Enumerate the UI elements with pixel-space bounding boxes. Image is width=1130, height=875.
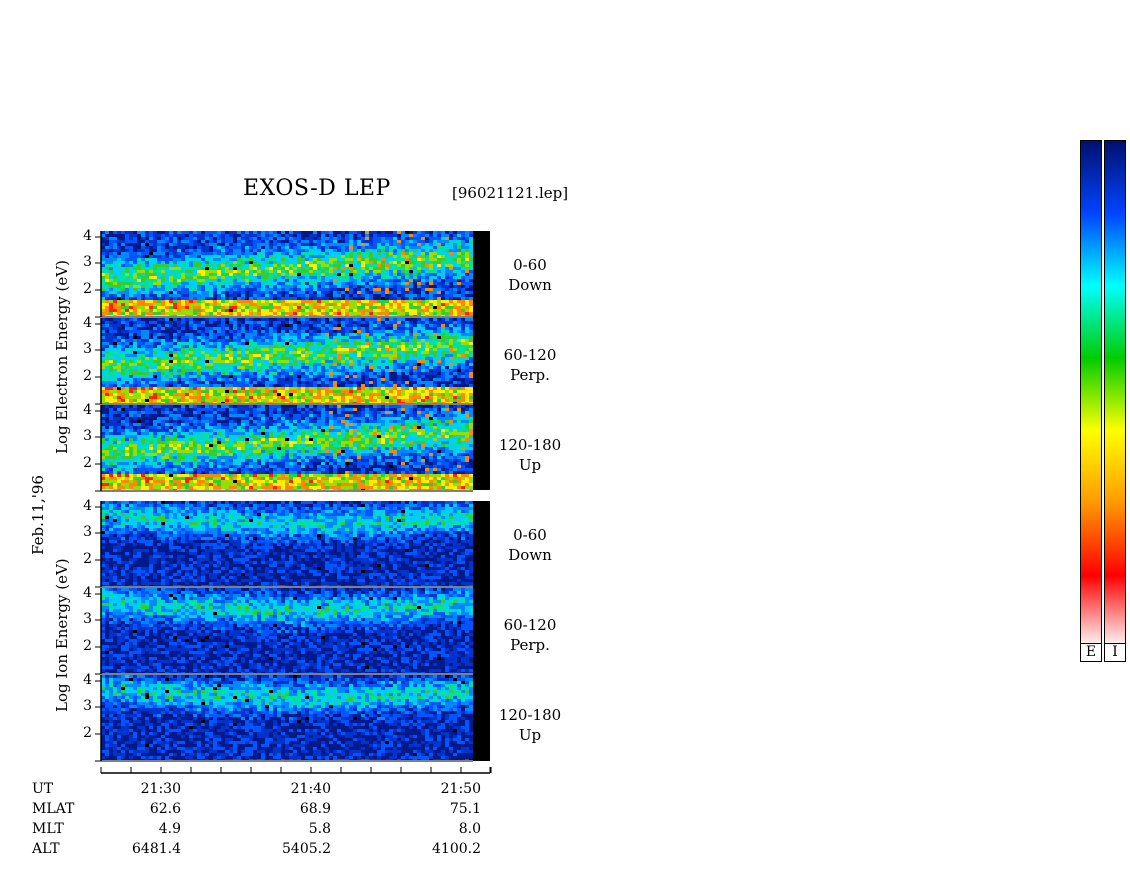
ion-panel-down <box>101 501 473 586</box>
colorbar-ion <box>1104 140 1126 649</box>
spectrogram-image <box>101 588 473 673</box>
alt-label: ALT <box>32 841 60 857</box>
spectrogram-image <box>101 675 473 760</box>
y-tick-label: 2 <box>83 368 92 384</box>
spectrogram-image <box>101 405 473 490</box>
y-tick-label: 3 <box>83 254 92 270</box>
ion-panel-up <box>101 675 473 760</box>
mlat-value: 68.9 <box>299 801 331 817</box>
pitch-range: 0-60 <box>513 256 547 274</box>
y-tick-label: 2 <box>83 281 92 297</box>
spectrogram-image <box>101 318 473 403</box>
pitch-dir: Up <box>518 456 542 474</box>
y-tick-label: 3 <box>83 611 92 627</box>
y-tick-label: 4 <box>83 672 92 688</box>
ut-tick: 21:40 <box>290 781 331 797</box>
y-tick-label: 2 <box>83 638 92 654</box>
ion-panel-perp <box>101 588 473 673</box>
pitch-dir: Down <box>508 276 552 294</box>
electron-panel-down <box>101 231 473 316</box>
y-tick-label: 3 <box>83 428 92 444</box>
y-tick-label: 4 <box>83 402 92 418</box>
ut-tick: 21:30 <box>140 781 181 797</box>
mlt-value: 4.9 <box>158 821 181 837</box>
y-tick-label: 2 <box>83 551 92 567</box>
colorbar-label-i: I <box>1104 643 1126 662</box>
mlt-value: 5.8 <box>308 821 331 837</box>
spectrogram-image <box>101 231 473 316</box>
electron-panel-perp <box>101 318 473 403</box>
ion-no-data-strip <box>473 501 490 761</box>
y-tick-label: 2 <box>83 455 92 471</box>
pitch-dir: Perp. <box>510 636 550 654</box>
mlat-value: 62.6 <box>149 801 181 817</box>
e-pitch-perp: 60-120 Perp. <box>490 345 570 385</box>
file-label: [96021121.lep] <box>452 184 569 202</box>
pitch-range: 0-60 <box>513 526 547 544</box>
y-tick-label: 3 <box>83 524 92 540</box>
e-pitch-down: 0-60 Down <box>490 255 570 295</box>
y-tick-label: 4 <box>83 315 92 331</box>
electron-no-data-strip <box>473 231 490 490</box>
pitch-dir: Perp. <box>510 366 550 384</box>
mlt-value: 8.0 <box>458 821 481 837</box>
y-tick-label: 2 <box>83 725 92 741</box>
alt-value: 5405.2 <box>282 841 331 857</box>
pitch-range: 120-180 <box>498 706 562 724</box>
colorbar-label-e: E <box>1080 643 1102 662</box>
pitch-dir: Up <box>518 726 542 744</box>
i-pitch-up: 120-180 Up <box>490 705 570 745</box>
i-pitch-perp: 60-120 Perp. <box>490 615 570 655</box>
y-tick-label: 4 <box>83 498 92 514</box>
e-pitch-up: 120-180 Up <box>490 435 570 475</box>
i-pitch-down: 0-60 Down <box>490 525 570 565</box>
colorbar-electron <box>1080 140 1102 649</box>
electron-panel-up <box>101 405 473 490</box>
alt-value: 4100.2 <box>432 841 481 857</box>
mlat-value: 75.1 <box>449 801 481 817</box>
y-tick-label: 3 <box>83 341 92 357</box>
ut-tick: 21:50 <box>440 781 481 797</box>
spectrogram-image <box>101 501 473 586</box>
pitch-range: 60-120 <box>503 616 557 634</box>
pitch-range: 120-180 <box>498 436 562 454</box>
y-tick-label: 3 <box>83 698 92 714</box>
mlt-label: MLT <box>32 821 64 837</box>
pitch-dir: Down <box>508 546 552 564</box>
mlat-label: MLAT <box>32 801 75 817</box>
y-tick-label: 4 <box>83 228 92 244</box>
chart-title: EXOS-D LEP <box>243 176 391 201</box>
alt-value: 6481.4 <box>132 841 181 857</box>
y-tick-label: 4 <box>83 585 92 601</box>
pitch-range: 60-120 <box>503 346 557 364</box>
ut-label: UT <box>32 781 54 797</box>
